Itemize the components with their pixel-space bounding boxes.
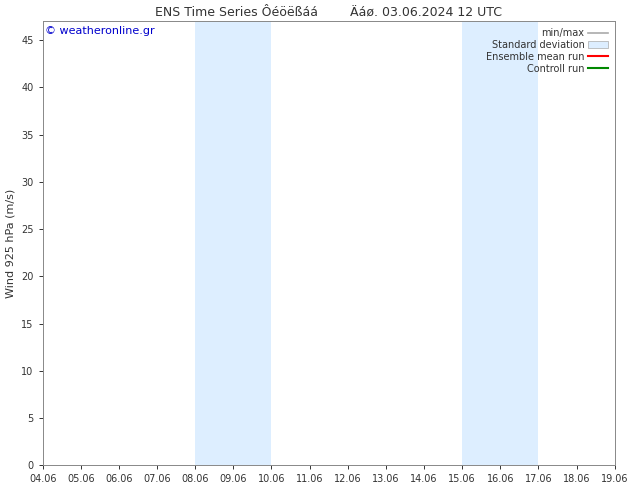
Y-axis label: Wind 925 hPa (m/s): Wind 925 hPa (m/s) <box>6 189 16 298</box>
Bar <box>462 21 538 465</box>
Legend: min/max, Standard deviation, Ensemble mean run, Controll run: min/max, Standard deviation, Ensemble me… <box>484 26 610 75</box>
Title: ENS Time Series Ôéöëßáá        Äáø. 03.06.2024 12 UTC: ENS Time Series Ôéöëßáá Äáø. 03.06.2024 … <box>155 5 502 19</box>
Bar <box>195 21 271 465</box>
Text: © weatheronline.gr: © weatheronline.gr <box>46 25 155 36</box>
